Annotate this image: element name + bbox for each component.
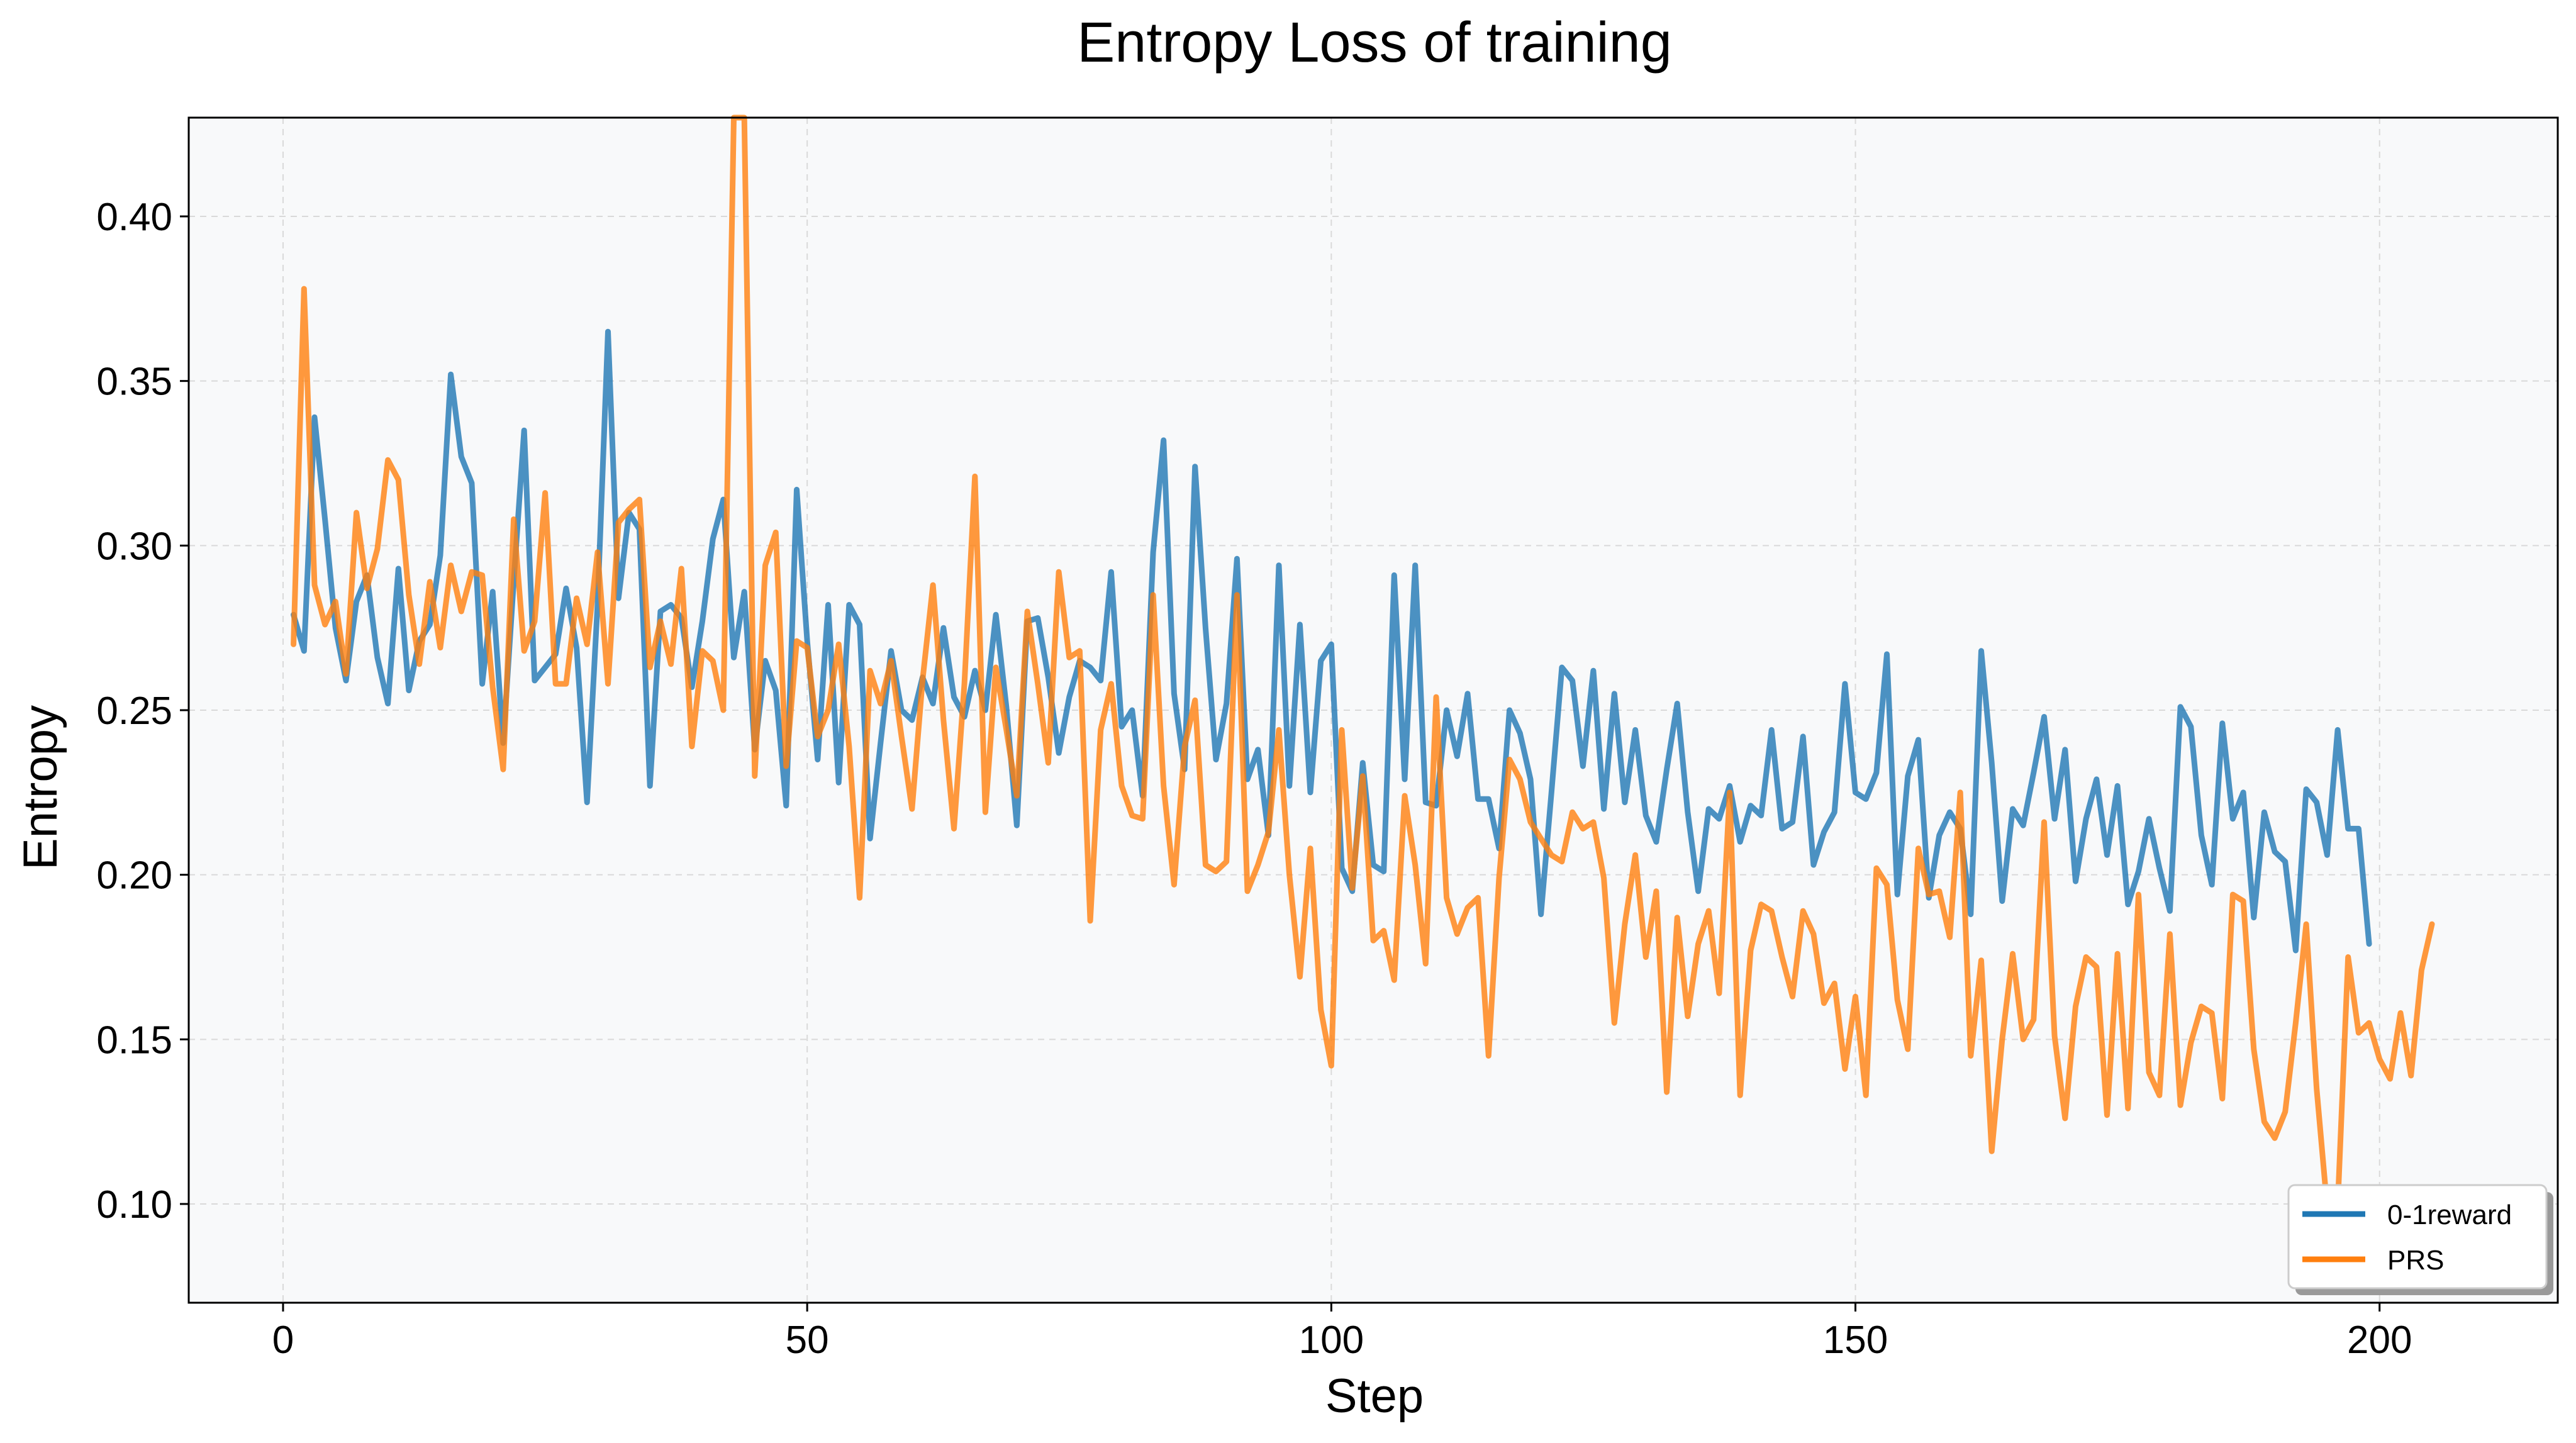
y-tick-label: 0.20 xyxy=(96,854,172,898)
y-tick-label: 0.30 xyxy=(96,525,172,568)
x-tick-label: 50 xyxy=(786,1318,829,1362)
x-tick-label: 100 xyxy=(1299,1318,1364,1362)
x-tick-label: 150 xyxy=(1823,1318,1888,1362)
legend-label-0-1reward: 0-1reward xyxy=(2387,1200,2512,1230)
legend: 0-1reward PRS xyxy=(2287,1184,2553,1295)
y-axis-title: Entropy xyxy=(14,705,67,870)
y-tick-label: 0.40 xyxy=(96,196,172,239)
x-axis-title: Step xyxy=(1325,1369,1424,1423)
x-tick-label: 0 xyxy=(272,1318,294,1362)
plot-area: 0 50 100 150 200 0.10 0.15 0.20 0.25 0.30 0.35 0.40 xyxy=(96,114,2559,1362)
x-tick-label: 200 xyxy=(2347,1318,2412,1362)
legend-box xyxy=(2287,1184,2548,1290)
series-line-prs xyxy=(291,114,2435,1210)
series-layer xyxy=(291,114,2435,1210)
y-tick-label: 0.15 xyxy=(96,1018,172,1062)
chart-title: Entropy Loss of training xyxy=(1077,11,1672,74)
y-tick-label: 0.25 xyxy=(96,689,172,733)
legend-label-prs: PRS xyxy=(2387,1245,2444,1276)
axis-ticks: 0 50 100 150 200 0.10 0.15 0.20 0.25 0.30 0.35 0.40 xyxy=(96,196,2412,1362)
y-tick-label: 0.35 xyxy=(96,360,172,404)
y-tick-label: 0.10 xyxy=(96,1183,172,1227)
